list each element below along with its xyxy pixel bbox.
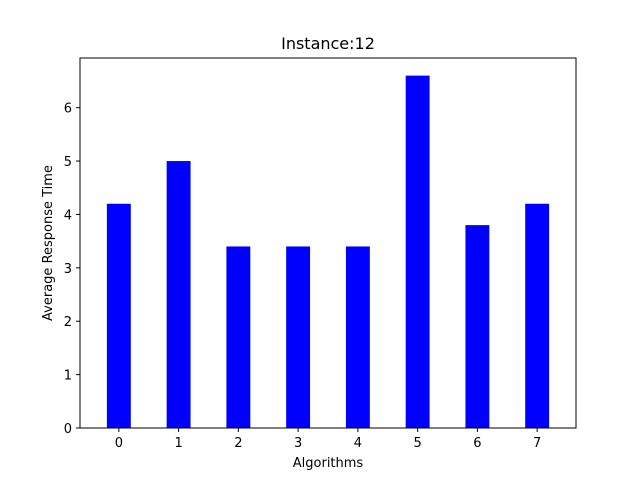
x-tick-label: 4 bbox=[354, 436, 362, 451]
x-tick-label: 1 bbox=[174, 436, 182, 451]
bar-5 bbox=[405, 75, 430, 428]
bar-0 bbox=[106, 203, 131, 428]
y-axis-label: Average Response Time bbox=[41, 165, 56, 321]
bar-6 bbox=[465, 225, 490, 428]
chart-title: Instance:12 bbox=[281, 34, 375, 53]
bar-4 bbox=[345, 246, 370, 428]
y-tick-label: 3 bbox=[64, 262, 72, 277]
y-axis: 0 1 2 3 4 5 6 bbox=[64, 102, 80, 437]
y-tick-label: 4 bbox=[64, 208, 72, 223]
bar-1 bbox=[166, 161, 191, 428]
bars-group bbox=[106, 75, 550, 428]
bar-7 bbox=[525, 203, 550, 428]
y-tick-label: 0 bbox=[64, 422, 72, 437]
x-tick-label: 7 bbox=[533, 436, 541, 451]
x-tick-label: 6 bbox=[473, 436, 481, 451]
x-tick-label: 3 bbox=[294, 436, 302, 451]
y-tick-label: 2 bbox=[64, 315, 72, 330]
x-axis-label: Algorithms bbox=[293, 456, 364, 471]
bar-2 bbox=[226, 246, 251, 428]
x-axis: 0 1 2 3 4 5 6 7 bbox=[115, 428, 541, 451]
y-tick-label: 5 bbox=[64, 155, 72, 170]
x-tick-label: 5 bbox=[413, 436, 421, 451]
y-tick-label: 1 bbox=[64, 369, 72, 384]
bar-3 bbox=[286, 246, 311, 428]
y-tick-label: 6 bbox=[64, 102, 72, 117]
x-tick-label: 2 bbox=[234, 436, 242, 451]
x-tick-label: 0 bbox=[115, 436, 123, 451]
plot-frame bbox=[79, 57, 577, 429]
